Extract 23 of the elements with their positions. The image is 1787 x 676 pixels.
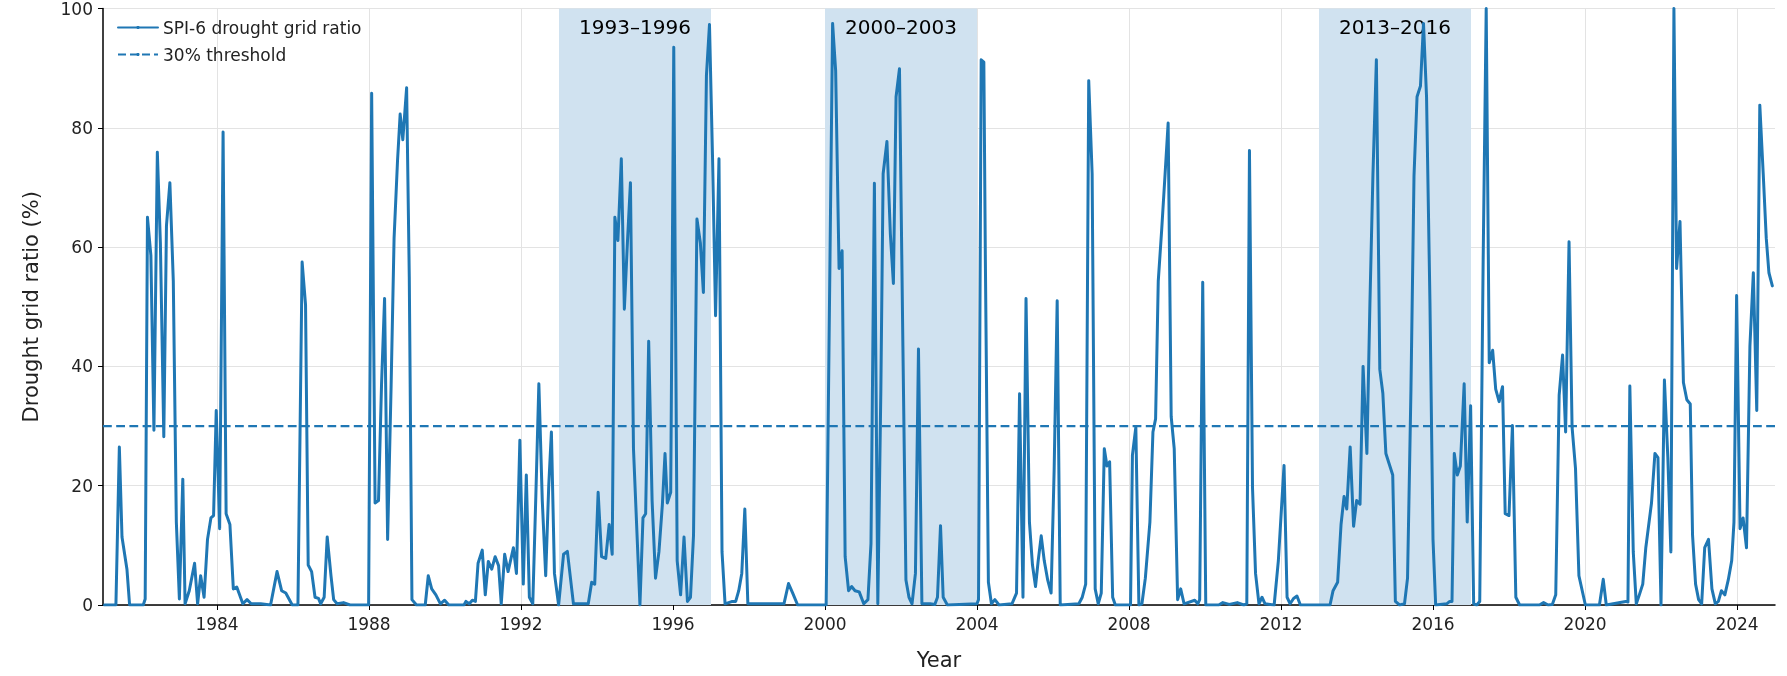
y-tick-label: 80 xyxy=(71,117,93,138)
legend-label: SPI-6 drought grid ratio xyxy=(163,17,362,38)
legend-label: 30% threshold xyxy=(163,44,287,65)
x-tick-label: 1996 xyxy=(651,613,695,634)
x-tick-label: 2016 xyxy=(1411,613,1455,634)
x-tick-label: 1988 xyxy=(347,613,391,634)
band-label: 2000–2003 xyxy=(845,14,957,39)
x-tick-label: 1984 xyxy=(195,613,239,634)
x-tick-label: 2012 xyxy=(1259,613,1303,634)
y-axis-title: Drought grid ratio (%) xyxy=(18,191,43,423)
y-tick-label: 20 xyxy=(71,475,93,496)
x-tick-label: 2008 xyxy=(1107,613,1151,634)
y-tick-label: 100 xyxy=(60,0,93,19)
y-tick-label: 0 xyxy=(82,595,93,615)
x-axis-title: Year xyxy=(915,647,962,672)
x-tick-label: 2020 xyxy=(1563,613,1607,634)
y-tick-label: 60 xyxy=(71,237,93,258)
y-tick-label: 40 xyxy=(71,356,93,377)
x-tick-label: 2004 xyxy=(955,613,999,634)
band-label: 1993–1996 xyxy=(579,14,691,39)
x-tick-label: 1992 xyxy=(499,613,543,634)
x-tick-label: 2000 xyxy=(803,613,847,634)
x-tick-label: 2024 xyxy=(1715,613,1759,634)
